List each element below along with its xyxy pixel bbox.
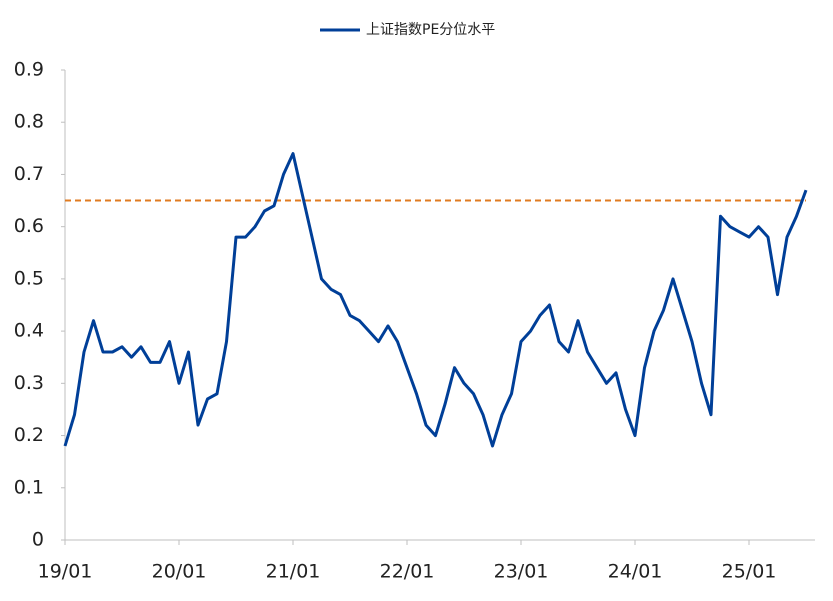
x-tick-label: 23/01 — [494, 561, 549, 583]
x-tick-label: 20/01 — [152, 561, 207, 583]
legend-label: 上证指数PE分位水平 — [366, 22, 495, 38]
y-tick-label: 0.3 — [14, 372, 44, 394]
y-tick-label: 0.8 — [14, 111, 44, 133]
y-tick-label: 0.6 — [14, 215, 44, 237]
x-tick-label: 22/01 — [380, 561, 435, 583]
x-tick-label: 21/01 — [266, 561, 321, 583]
x-tick-label: 25/01 — [722, 561, 777, 583]
y-tick-label: 0.1 — [14, 476, 44, 498]
y-tick-label: 0.5 — [14, 267, 44, 289]
series-line — [63, 152, 808, 448]
y-tick-label: 0.2 — [14, 424, 44, 446]
y-tick-label: 0.7 — [14, 163, 44, 185]
x-tick-label: 19/01 — [38, 561, 93, 583]
x-tick-label: 24/01 — [608, 561, 663, 583]
y-tick-label: 0.4 — [14, 320, 44, 342]
y-tick-label: 0 — [32, 529, 44, 551]
y-tick-label: 0.9 — [14, 59, 44, 81]
